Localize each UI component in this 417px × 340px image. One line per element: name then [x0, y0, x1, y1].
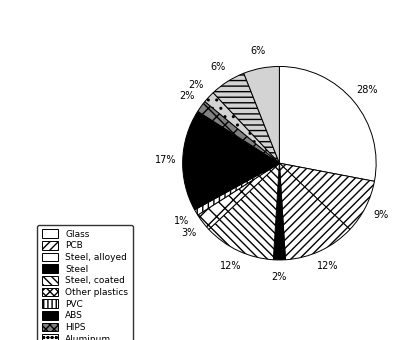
Wedge shape [205, 93, 279, 163]
Text: 6%: 6% [250, 46, 266, 56]
Text: 6%: 6% [211, 62, 226, 72]
Text: 1%: 1% [173, 216, 189, 226]
Wedge shape [279, 66, 376, 181]
Text: 2%: 2% [188, 80, 204, 90]
Wedge shape [279, 163, 350, 260]
Text: 17%: 17% [155, 155, 176, 165]
Text: 9%: 9% [374, 210, 389, 220]
Wedge shape [244, 66, 279, 163]
Wedge shape [183, 112, 279, 210]
Text: 28%: 28% [357, 85, 378, 96]
Text: 12%: 12% [317, 261, 339, 272]
Wedge shape [279, 163, 374, 230]
Text: 2%: 2% [179, 91, 195, 101]
Text: 2%: 2% [272, 272, 287, 282]
Wedge shape [209, 163, 279, 260]
Wedge shape [198, 102, 279, 163]
Wedge shape [273, 163, 286, 260]
Wedge shape [198, 163, 279, 230]
Text: 12%: 12% [220, 261, 241, 272]
Wedge shape [213, 73, 279, 163]
Wedge shape [195, 163, 279, 215]
Legend: Glass, PCB, Steel, alloyed, Steel, Steel, coated, Other plastics, PVC, ABS, HIPS: Glass, PCB, Steel, alloyed, Steel, Steel… [37, 225, 133, 340]
Text: 3%: 3% [181, 228, 197, 238]
